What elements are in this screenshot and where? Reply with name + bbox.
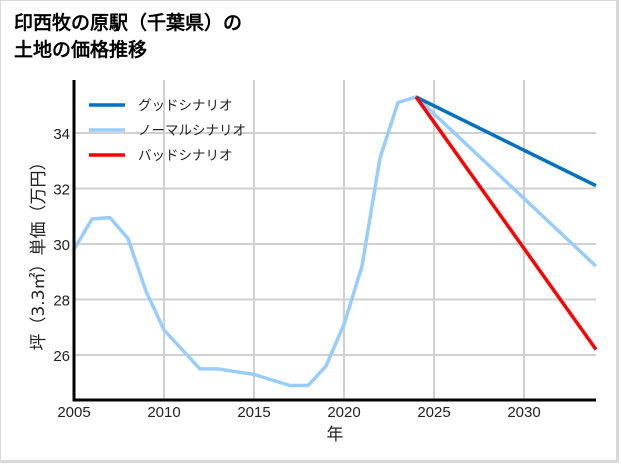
y-axis-label: 坪（3.3㎡）単価（万円） [29, 153, 49, 350]
y-tick-labels: 26 28 30 32 34 [53, 126, 70, 365]
chart-title-line1: 印西牧の原駅（千葉県）の [14, 12, 243, 34]
x-tick-label: 2010 [147, 404, 180, 421]
x-tick-labels: 2005 2010 2015 2020 2025 2030 [57, 404, 540, 421]
legend-label: ノーマルシナリオ [138, 123, 246, 139]
legend-label: バッドシナリオ [138, 148, 233, 164]
chart-title-line2: 土地の価格推移 [14, 39, 148, 61]
y-tick-label: 26 [53, 348, 70, 365]
x-axis-label: 年 [327, 425, 344, 445]
chart-title: 印西牧の原駅（千葉県）の 土地の価格推移 [14, 10, 242, 64]
x-tick-label: 2015 [237, 404, 270, 421]
legend-label: グッドシナリオ [138, 98, 233, 114]
x-tick-label: 2025 [417, 404, 450, 421]
data-lines [72, 95, 598, 388]
y-tick-label: 28 [53, 293, 70, 310]
y-tick-label: 34 [53, 126, 70, 143]
y-tick-label: 30 [53, 237, 70, 254]
x-tick-label: 2005 [57, 404, 90, 421]
y-tick-label: 32 [53, 182, 70, 199]
series-line [414, 95, 598, 351]
x-tick-label: 2020 [327, 404, 360, 421]
series-line [415, 95, 597, 188]
axes [72, 80, 596, 402]
x-tick-label: 2030 [507, 404, 540, 421]
series-line [72, 95, 598, 388]
grid-lines [74, 80, 596, 400]
